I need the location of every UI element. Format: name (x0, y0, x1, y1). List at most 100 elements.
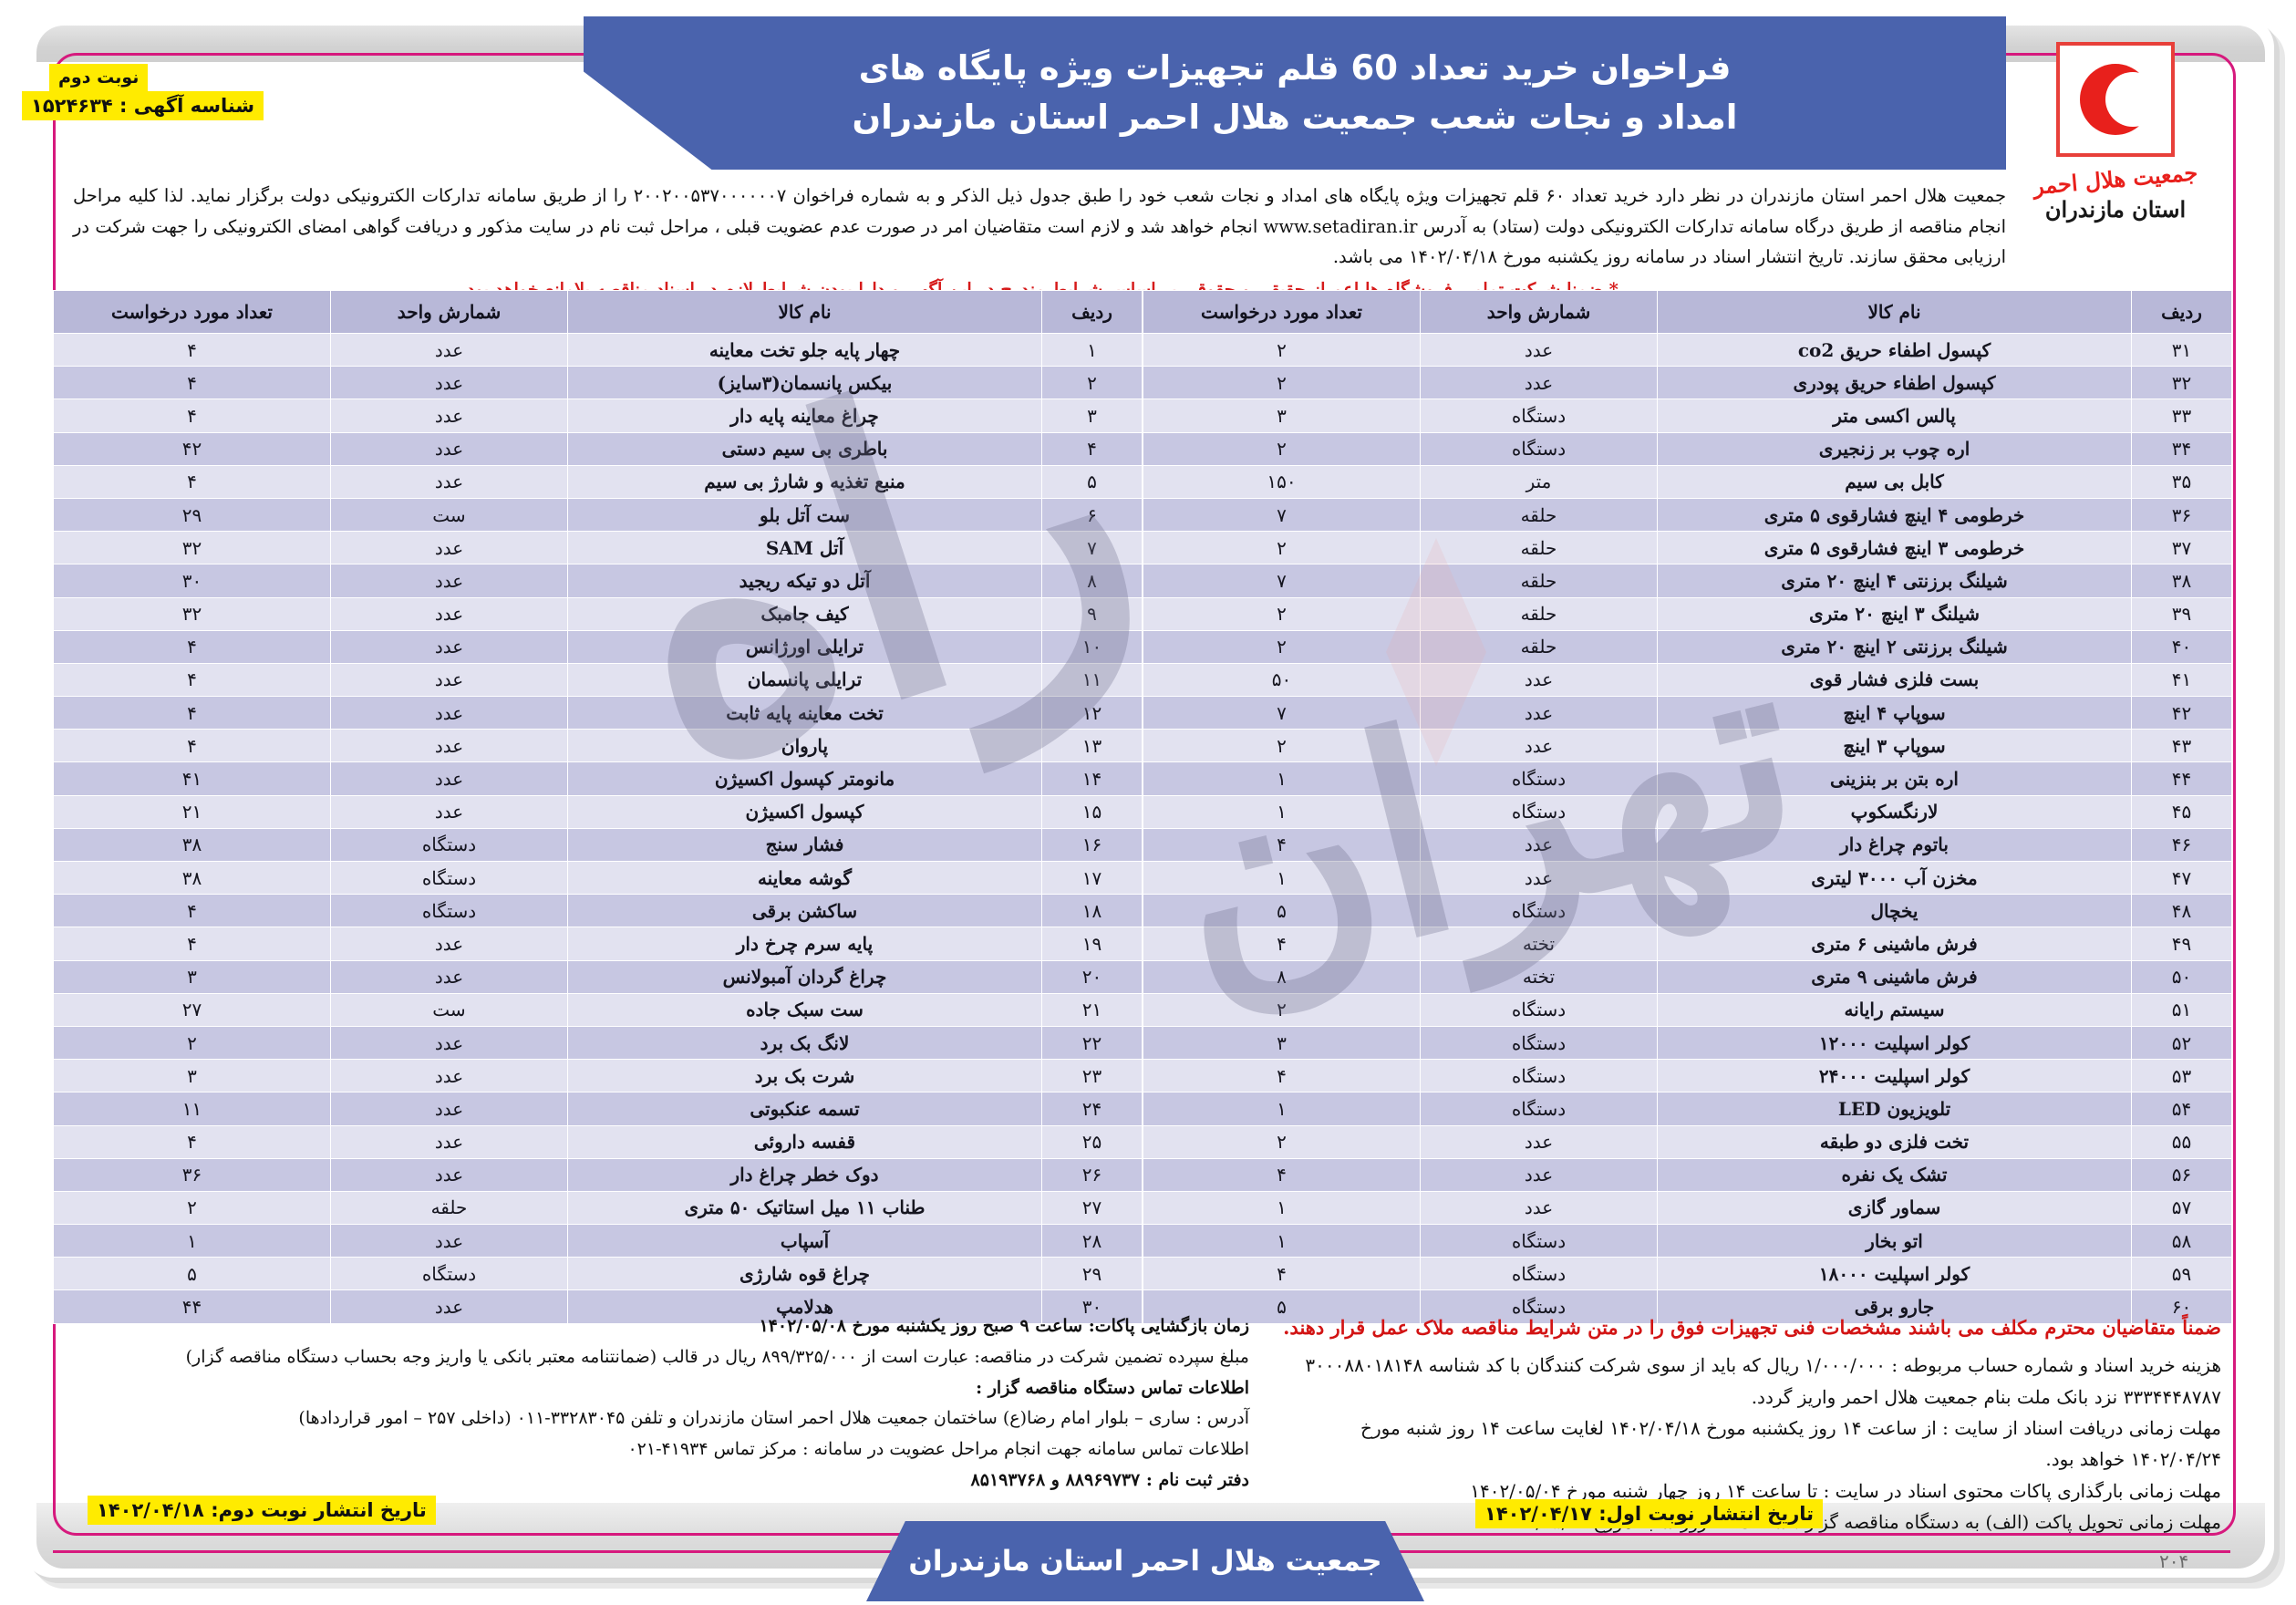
cell-unit: عدد (330, 696, 568, 730)
th-qty: تعداد مورد درخواست (53, 290, 331, 334)
cell-name: آتل دو تیکه ریجید (567, 564, 1042, 598)
table-row: ۱ چهار پایه جلو تخت معاینه عدد ۴ (53, 332, 1143, 368)
table-row: ۳۹ شیلنگ ۳ اینچ ۲۰ متری حلقه ۲ (1143, 596, 2232, 631)
logo-caption-bottom: استان مازندران (2044, 196, 2187, 223)
cell-radif: ۱ (1041, 332, 1143, 368)
cell-unit: عدد (330, 662, 568, 698)
cell-qty: ۴ (1143, 1257, 1421, 1291)
cell-unit: عدد (1420, 1157, 1658, 1192)
cell-name: ساکشن برقی (567, 894, 1042, 928)
cell-name: گوشه معاینه (567, 860, 1042, 896)
cell-name: فرش ماشینی ۹ متری (1657, 959, 2132, 994)
table-row: ۴۲ سوپاپ ۴ اینچ عدد ۷ (1143, 696, 2232, 730)
table-row: ۳۶ خرطومی ۴ اینچ فشارقوی ۵ متری حلقه ۷ (1143, 497, 2232, 533)
cell-name: فرش ماشینی ۶ متری (1657, 927, 2132, 961)
bottom-org-label: جمعیت هلال احمر استان مازندران (908, 1545, 1382, 1578)
table-row: ۴۸ یخچال دستگاه ۵ (1143, 894, 2232, 928)
cell-name: ست آتل بلو (567, 497, 1042, 533)
table-row: ۱۳ پاروان عدد ۴ (53, 729, 1143, 763)
cell-radif: ۱۹ (1041, 927, 1143, 961)
cell-qty: ۴ (53, 464, 331, 499)
cell-name: پاروان (567, 729, 1042, 763)
cell-unit: عدد (330, 332, 568, 368)
table-row: ۵۹ کولر اسپلیت ۱۸۰۰۰ دستگاه ۴ (1143, 1257, 2232, 1291)
cell-qty: ۴ (1143, 1157, 1421, 1192)
cell-name: تسمه عنکبوتی (567, 1092, 1042, 1126)
table-row: ۳۰ هدلامپ عدد ۴۴ (53, 1289, 1143, 1324)
table-row: ۳۱ کپسول اطفاء حریق co2 عدد ۲ (1143, 332, 2232, 368)
cell-name: تلویزیون LED (1657, 1092, 2132, 1126)
cell-radif: ۵۶ (2131, 1157, 2232, 1192)
cell-radif: ۱۳ (1041, 729, 1143, 763)
publish-date-first-badge: تاریخ انتشار نوبت اول: ۱۴۰۲/۰۴/۱۷ (1475, 1499, 1824, 1528)
cell-unit: تخته (1420, 959, 1658, 994)
cell-radif: ۲۶ (1041, 1157, 1143, 1192)
cell-qty: ۴ (53, 332, 331, 368)
cell-unit: تخته (1420, 927, 1658, 961)
cell-unit: ست (330, 497, 568, 533)
cell-radif: ۹ (1041, 596, 1143, 631)
cell-name: کولر اسپلیت ۲۴۰۰۰ (1657, 1059, 2132, 1093)
cell-radif: ۶ (1041, 497, 1143, 533)
cell-unit: عدد (330, 366, 568, 400)
table-row: ۴۱ بست فلزی فشار قوی عدد ۵۰ (1143, 662, 2232, 698)
cell-radif: ۶۰ (2131, 1289, 2232, 1324)
cell-unit: عدد (330, 1157, 568, 1192)
cell-name: آتل SAM (567, 531, 1042, 565)
table-row: ۵ منبع تغذیه و شارژ بی سیم عدد ۴ (53, 464, 1143, 499)
table-row: ۴ باطری بی سیم دستی عدد ۴۲ (53, 431, 1143, 466)
cell-unit: حلقه (1420, 596, 1658, 631)
cell-qty: ۴۴ (53, 1289, 331, 1324)
cell-unit: حلقه (1420, 564, 1658, 598)
table-row: ۵۱ سیستم رایانه دستگاه ۲ (1143, 992, 2232, 1027)
cell-name: قفسه داروئی (567, 1124, 1042, 1159)
cell-radif: ۵۵ (2131, 1124, 2232, 1159)
cell-unit: عدد (1420, 696, 1658, 730)
cell-radif: ۳۳ (2131, 399, 2232, 433)
cell-radif: ۲۱ (1041, 992, 1143, 1027)
cell-radif: ۲۵ (1041, 1124, 1143, 1159)
cell-qty: ۲ (1143, 992, 1421, 1027)
cell-unit: عدد (1420, 827, 1658, 863)
footer-contact-heading: اطلاعات تماس دستگاه مناقصه گزار : (976, 1377, 1249, 1398)
cell-radif: ۷ (1041, 531, 1143, 565)
cell-radif: ۴۰ (2131, 629, 2232, 664)
table-row: ۳۴ اره چوب بر زنجیری دستگاه ۲ (1143, 431, 2232, 466)
cell-radif: ۳۶ (2131, 497, 2232, 533)
intro-paragraph: جمعیت هلال احمر استان مازندران در نظر دا… (73, 181, 2006, 305)
cell-radif: ۳۰ (1041, 1289, 1143, 1324)
cell-name: پالس اکسی متر (1657, 399, 2132, 433)
red-crescent-icon (2056, 42, 2175, 157)
cell-name: جارو برقی (1657, 1289, 2132, 1324)
cell-name: منبع تغذیه و شارژ بی سیم (567, 464, 1042, 499)
cell-name: چراغ گردان آمبولانس (567, 959, 1042, 994)
cell-unit: حلقه (1420, 629, 1658, 664)
th-unit: شمارش واحد (330, 290, 568, 334)
page-number: ۲۰۴ (2159, 1550, 2189, 1572)
cell-name: ترایلی پانسمان (567, 662, 1042, 698)
cell-radif: ۲۷ (1041, 1190, 1143, 1226)
table-header-row: ردیف نام کالا شمارش واحد تعداد مورد درخو… (53, 290, 1143, 334)
cell-name: لارنگسکوپ (1657, 794, 2132, 829)
table-row: ۵۴ تلویزیون LED دستگاه ۱ (1143, 1092, 2232, 1126)
table-row: ۳۲ کپسول اطفاء حریق پودری عدد ۲ (1143, 366, 2232, 400)
th-qty: تعداد مورد درخواست (1143, 290, 1421, 334)
th-name: نام کالا (1657, 290, 2132, 334)
table-row: ۱۷ گوشه معاینه دستگاه ۳۸ (53, 860, 1143, 896)
cell-qty: ۴ (53, 629, 331, 664)
table-row: ۲۷ طناب ۱۱ میل استاتیک ۵۰ متری حلقه ۲ (53, 1190, 1143, 1226)
th-name: نام کالا (567, 290, 1042, 334)
cell-unit: عدد (330, 1224, 568, 1258)
cell-name: باطری بی سیم دستی (567, 431, 1042, 466)
cell-qty: ۳۲ (53, 596, 331, 631)
table-row: ۱۸ ساکشن برقی دستگاه ۴ (53, 894, 1143, 928)
page-title-line-2: امداد و نجات شعب جمعیت هلال احمر استان م… (852, 98, 1738, 137)
cell-unit: عدد (330, 959, 568, 994)
cell-radif: ۳۱ (2131, 332, 2232, 368)
cell-radif: ۱۴ (1041, 761, 1143, 796)
cell-qty: ۳ (53, 959, 331, 994)
th-radif: ردیف (1041, 290, 1143, 334)
cell-radif: ۲۹ (1041, 1257, 1143, 1291)
table-row: ۵۰ فرش ماشینی ۹ متری تخته ۸ (1143, 959, 2232, 994)
footer-system-contact: اطلاعات تماس سامانه جهت انجام مراحل عضوی… (627, 1439, 1249, 1460)
